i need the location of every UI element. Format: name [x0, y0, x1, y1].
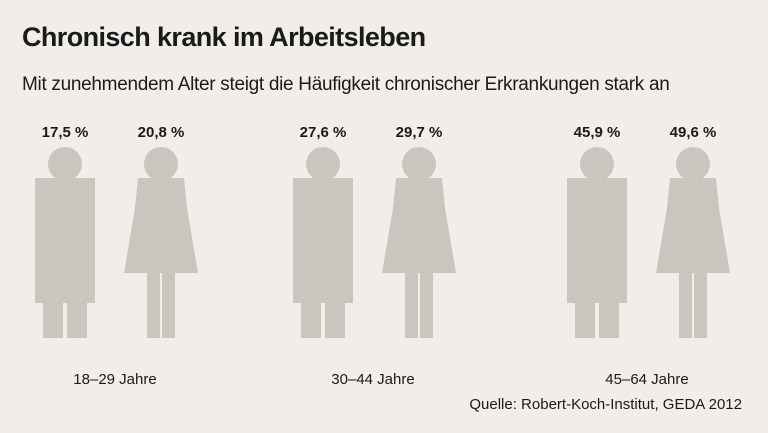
figure-body — [35, 178, 95, 338]
source-note: Quelle: Robert-Koch-Institut, GEDA 2012 — [469, 396, 742, 413]
chart-title: Chronisch krank im Arbeitsleben — [22, 22, 426, 52]
female-figure-icon — [124, 147, 198, 338]
male-figure-icon — [567, 147, 627, 338]
age-group-label: 30–44 Jahre — [331, 371, 414, 388]
figure-body — [293, 178, 353, 338]
male-figure-icon — [35, 147, 95, 338]
percentage-label: 29,7 % — [396, 124, 443, 141]
female-figure-icon — [382, 147, 456, 338]
percentage-label: 49,6 % — [670, 124, 717, 141]
male-figure-icon — [293, 147, 353, 338]
age-group: 27,6 % 29,7 % 30–44 Jahre — [293, 124, 456, 388]
figure-head — [306, 147, 340, 181]
percentage-label: 17,5 % — [42, 124, 89, 141]
figure-body — [656, 178, 730, 338]
figure-body — [382, 178, 456, 338]
figure-head — [402, 147, 436, 181]
figure-head — [676, 147, 710, 181]
age-group-label: 45–64 Jahre — [605, 371, 688, 388]
figure-body — [124, 178, 198, 338]
figure-head — [144, 147, 178, 181]
age-group: 17,5 % 20,8 % 18–29 Jahre — [35, 124, 198, 388]
percentage-label: 45,9 % — [574, 124, 621, 141]
percentage-label: 27,6 % — [300, 124, 347, 141]
female-figure-icon — [656, 147, 730, 338]
age-group-label: 18–29 Jahre — [73, 371, 156, 388]
figure-head — [580, 147, 614, 181]
age-group: 45,9 % 49,6 % 45–64 Jahre — [567, 124, 730, 388]
figure-head — [48, 147, 82, 181]
chart-subtitle: Mit zunehmendem Alter steigt die Häufigk… — [22, 74, 670, 95]
percentage-label: 20,8 % — [138, 124, 185, 141]
figure-body — [567, 178, 627, 338]
